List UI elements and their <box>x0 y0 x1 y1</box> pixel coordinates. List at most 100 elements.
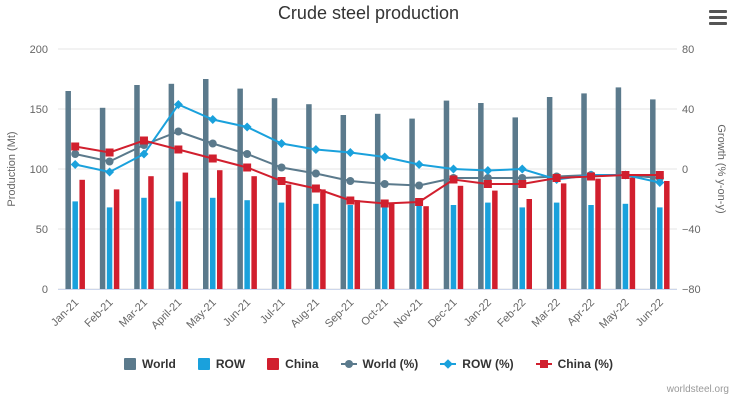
point-row[interactable] <box>414 160 424 169</box>
point-world[interactable] <box>415 181 424 190</box>
legend-item-row[interactable]: ROW (%) <box>440 357 514 371</box>
bar-china[interactable] <box>217 170 223 289</box>
point-china[interactable] <box>621 171 630 179</box>
bar-world[interactable] <box>237 88 243 289</box>
point-china[interactable] <box>277 177 286 185</box>
bar-row[interactable] <box>519 207 526 289</box>
point-row[interactable] <box>208 115 218 124</box>
bar-world[interactable] <box>546 97 553 289</box>
point-china[interactable] <box>105 148 114 157</box>
bar-world[interactable] <box>650 99 656 290</box>
line-row[interactable] <box>74 103 661 184</box>
point-world[interactable] <box>380 180 389 188</box>
point-row[interactable] <box>105 167 115 177</box>
bar-row[interactable] <box>657 207 663 289</box>
point-china[interactable] <box>655 171 664 179</box>
bar-world[interactable] <box>478 103 484 289</box>
point-china[interactable] <box>518 180 527 188</box>
point-china[interactable] <box>243 163 252 172</box>
bar-china[interactable] <box>182 172 189 289</box>
point-world[interactable] <box>174 127 183 136</box>
bar-china[interactable] <box>285 184 292 289</box>
bar-china[interactable] <box>629 177 636 289</box>
bar-row[interactable] <box>450 205 457 289</box>
bar-row[interactable] <box>381 205 388 289</box>
bar-china[interactable] <box>388 202 395 289</box>
bar-china[interactable] <box>79 179 85 289</box>
bar-world[interactable] <box>168 83 175 289</box>
point-row[interactable] <box>242 122 252 132</box>
bar-china[interactable] <box>595 178 601 289</box>
point-china[interactable] <box>552 174 561 182</box>
bar-row[interactable] <box>553 202 560 289</box>
bar-row[interactable] <box>347 205 354 289</box>
credit-link[interactable]: worldsteel.org <box>666 384 729 395</box>
point-china[interactable] <box>311 184 320 193</box>
legend-item-china[interactable]: China (%) <box>535 357 613 371</box>
point-row[interactable] <box>517 164 527 174</box>
point-row[interactable] <box>311 145 321 154</box>
hamburger-menu-icon[interactable] <box>709 10 727 26</box>
bar-china[interactable] <box>113 189 120 289</box>
point-world[interactable] <box>71 150 80 158</box>
bar-row[interactable] <box>72 201 78 289</box>
bar-row[interactable] <box>416 203 422 289</box>
bar-china[interactable] <box>664 181 670 289</box>
bar-row[interactable] <box>175 201 182 289</box>
point-china[interactable] <box>483 180 492 188</box>
bar-world[interactable] <box>134 85 140 289</box>
point-china[interactable] <box>174 145 183 154</box>
bar-china[interactable] <box>320 189 326 289</box>
point-china[interactable] <box>139 136 148 145</box>
point-row[interactable] <box>139 149 149 159</box>
bar-world[interactable] <box>512 117 519 290</box>
point-row[interactable] <box>655 178 665 187</box>
bar-row[interactable] <box>106 207 113 289</box>
point-world[interactable] <box>346 177 355 185</box>
point-china[interactable] <box>208 154 217 163</box>
bar-row[interactable] <box>485 202 491 289</box>
bar-world[interactable] <box>443 100 450 289</box>
bar-world[interactable] <box>615 87 622 290</box>
bar-world[interactable] <box>409 118 415 289</box>
bar-world[interactable] <box>374 113 381 289</box>
point-world[interactable] <box>243 150 252 158</box>
bar-row[interactable] <box>622 203 629 289</box>
point-china[interactable] <box>346 196 355 205</box>
point-row[interactable] <box>380 152 390 162</box>
bar-world[interactable] <box>65 91 71 289</box>
point-china[interactable] <box>449 175 458 184</box>
legend-item-china[interactable]: China <box>267 357 319 371</box>
point-china[interactable] <box>380 199 389 208</box>
bar-china[interactable] <box>526 199 533 289</box>
legend-item-world[interactable]: World <box>124 357 176 371</box>
bar-china[interactable] <box>423 206 429 289</box>
bar-row[interactable] <box>313 203 319 289</box>
bar-china[interactable] <box>354 200 361 289</box>
point-row[interactable] <box>173 100 183 109</box>
point-row[interactable] <box>448 164 458 174</box>
line-china[interactable] <box>75 139 660 205</box>
bar-china[interactable] <box>560 183 567 289</box>
point-world[interactable] <box>277 163 286 172</box>
bar-world[interactable] <box>99 107 106 289</box>
bar-china[interactable] <box>457 185 464 289</box>
point-row[interactable] <box>70 160 80 169</box>
bar-row[interactable] <box>588 205 594 289</box>
bar-world[interactable] <box>271 98 278 289</box>
bar-world[interactable] <box>340 115 347 289</box>
bar-world[interactable] <box>306 104 312 289</box>
point-row[interactable] <box>483 166 493 175</box>
line-world[interactable] <box>74 130 660 187</box>
bar-row[interactable] <box>244 200 250 289</box>
point-china[interactable] <box>587 172 596 181</box>
bar-china[interactable] <box>148 176 154 289</box>
bar-row[interactable] <box>141 197 147 289</box>
point-row[interactable] <box>345 148 355 157</box>
legend-item-row[interactable]: ROW <box>197 357 245 371</box>
bar-row[interactable] <box>278 202 285 289</box>
legend-item-world[interactable]: World (%) <box>340 357 418 371</box>
bar-world[interactable] <box>203 79 209 289</box>
point-china[interactable] <box>71 142 80 151</box>
point-china[interactable] <box>415 198 424 206</box>
